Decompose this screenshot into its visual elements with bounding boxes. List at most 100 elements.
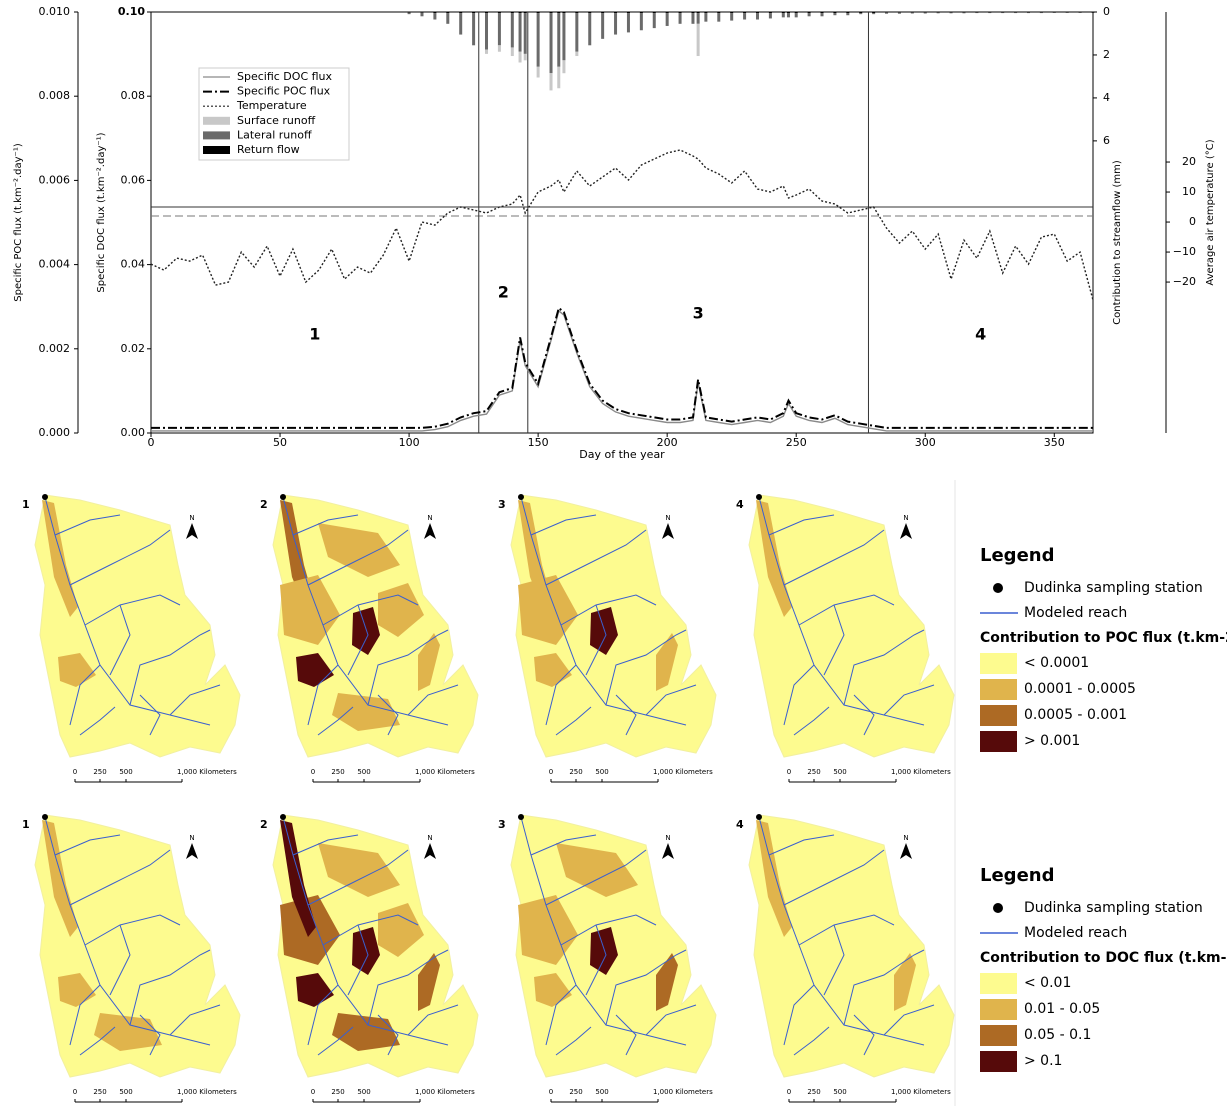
basin bbox=[748, 814, 955, 1078]
runoff-bar bbox=[678, 13, 682, 24]
scale-label: 0 bbox=[787, 768, 791, 776]
runoff-bar bbox=[807, 13, 811, 17]
station bbox=[756, 814, 762, 820]
river bbox=[79, 706, 116, 736]
zone bbox=[42, 820, 78, 937]
river bbox=[520, 496, 687, 726]
runoff-bar bbox=[936, 12, 940, 14]
station bbox=[756, 494, 762, 500]
legend-class-label: < 0.0001 bbox=[1024, 655, 1089, 671]
runoff-bar bbox=[562, 13, 566, 61]
river bbox=[139, 694, 161, 736]
river bbox=[377, 1014, 399, 1056]
river bbox=[407, 684, 459, 716]
runoff-bar bbox=[639, 13, 643, 31]
series-line bbox=[150, 149, 1094, 301]
runoff-bar bbox=[459, 12, 463, 14]
river bbox=[545, 984, 577, 1046]
river bbox=[615, 694, 637, 736]
zone bbox=[352, 927, 380, 975]
zone bbox=[378, 583, 424, 637]
scale-label: 1,000 Kilometers bbox=[891, 1088, 951, 1096]
scale-label: 500 bbox=[119, 1088, 132, 1096]
basin bbox=[748, 494, 955, 758]
legend-heading: Contribution to POC flux (t.km-2) bbox=[980, 630, 1227, 646]
runoff-bar bbox=[614, 13, 618, 35]
river bbox=[798, 914, 895, 946]
runoff-bar bbox=[833, 12, 837, 14]
runoff-bar bbox=[730, 12, 734, 14]
runoff-bar bbox=[794, 12, 798, 14]
river bbox=[347, 604, 369, 676]
legend-heading: Contribution to DOC flux (t.km-2) bbox=[980, 950, 1227, 966]
river bbox=[84, 594, 181, 626]
runoff-bar bbox=[717, 12, 721, 14]
legend-station-label: Dudinka sampling station bbox=[1024, 580, 1203, 596]
y-tick-label: 0.06 bbox=[121, 173, 146, 186]
runoff-bar bbox=[949, 12, 953, 14]
runoff-bar bbox=[601, 12, 605, 14]
legend-class-swatch bbox=[980, 679, 1017, 700]
river bbox=[54, 514, 121, 536]
runoff-bar bbox=[846, 13, 850, 16]
runoff-bar bbox=[872, 13, 876, 15]
runoff-bar bbox=[794, 13, 798, 18]
zone bbox=[556, 843, 638, 897]
scale-label: 0 bbox=[311, 1088, 315, 1096]
legend-station bbox=[993, 583, 1003, 593]
zone bbox=[656, 633, 678, 691]
runoff-bar bbox=[846, 12, 850, 14]
river bbox=[139, 1014, 161, 1056]
river bbox=[79, 1026, 116, 1056]
legend-label: Return flow bbox=[237, 143, 300, 156]
y-tick-label: 0.08 bbox=[121, 89, 146, 102]
runoff-bar bbox=[665, 12, 669, 14]
x-axis-label: Day of the year bbox=[579, 448, 665, 461]
river bbox=[645, 1004, 697, 1036]
river bbox=[555, 1026, 592, 1056]
runoff-bar bbox=[696, 23, 700, 57]
river bbox=[605, 629, 687, 706]
legend-class-label: 0.05 - 0.1 bbox=[1024, 1027, 1091, 1043]
river bbox=[545, 849, 647, 906]
river bbox=[883, 1004, 935, 1036]
runoff-bar bbox=[678, 12, 682, 14]
y3-tick-label: −20 bbox=[1173, 275, 1196, 288]
river bbox=[783, 529, 885, 586]
river bbox=[783, 849, 885, 906]
scale-label: 250 bbox=[807, 1088, 820, 1096]
panel-label: 4 bbox=[736, 498, 744, 511]
period-label: 3 bbox=[693, 304, 704, 323]
scale-label: 250 bbox=[331, 1088, 344, 1096]
zone bbox=[518, 895, 578, 965]
runoff-bar bbox=[518, 51, 522, 63]
river bbox=[377, 694, 399, 736]
runoff-bar bbox=[691, 13, 695, 24]
poc-tick-label: 0.002 bbox=[39, 342, 71, 355]
panel-label: 3 bbox=[498, 818, 506, 831]
legend-reach-label: Modeled reach bbox=[1024, 605, 1127, 621]
scale-label: 0 bbox=[73, 1088, 77, 1096]
runoff-bar bbox=[626, 12, 630, 14]
y-tick-label: 0.04 bbox=[121, 258, 146, 271]
north-label: N bbox=[903, 834, 908, 842]
river bbox=[317, 706, 354, 736]
panel-label: 3 bbox=[498, 498, 506, 511]
runoff-bar bbox=[743, 13, 747, 20]
station bbox=[280, 814, 286, 820]
runoff-bar bbox=[557, 13, 561, 67]
runoff-bar bbox=[820, 12, 824, 14]
legend-label: Specific POC flux bbox=[237, 85, 331, 98]
river bbox=[54, 834, 121, 856]
basin bbox=[34, 494, 241, 758]
river bbox=[585, 924, 607, 996]
runoff-bar bbox=[717, 13, 721, 22]
scale-label: 1,000 Kilometers bbox=[653, 1088, 713, 1096]
river bbox=[783, 984, 815, 1046]
river bbox=[853, 694, 875, 736]
scale-label: 500 bbox=[357, 1088, 370, 1096]
legend-label: Lateral runoff bbox=[237, 128, 312, 141]
station bbox=[518, 814, 524, 820]
poc-tick-label: 0.010 bbox=[39, 5, 71, 18]
runoff-bar bbox=[433, 12, 437, 14]
